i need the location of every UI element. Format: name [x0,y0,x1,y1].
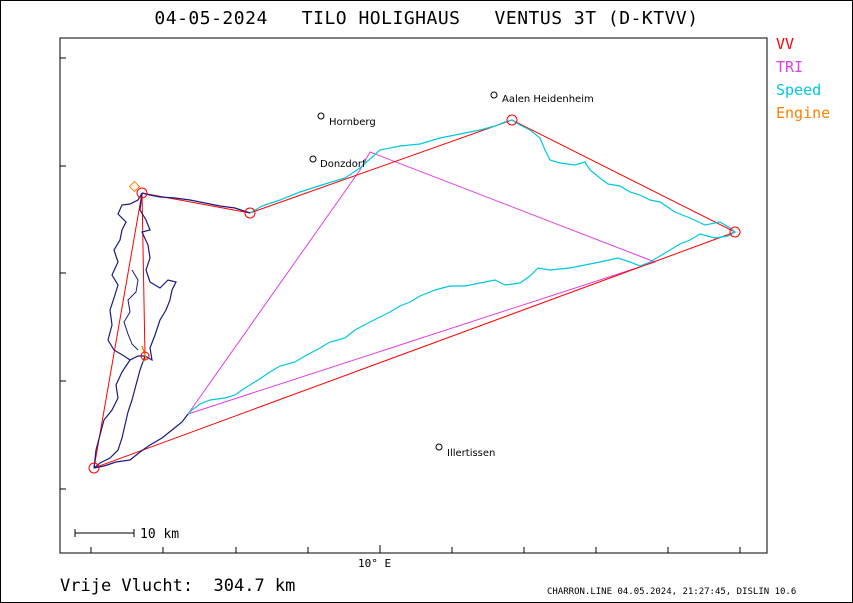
place-marker-donzdorf [309,155,317,163]
flight-track-south [93,355,189,469]
place-marker-hornberg [317,112,325,120]
place-label-donzdorf: Donzdorf [320,159,366,170]
distance-text: Vrije Vlucht: 304.7 km [60,576,296,596]
place-label-illertissen: Illertissen [447,448,495,459]
vv-line-local [141,192,146,357]
flight-track-inner [123,269,139,351]
place-label-aalen: Aalen Heidenheim [502,94,594,105]
engine-start-marker [128,180,141,193]
x-ticks [90,545,741,553]
scale-bar [74,529,135,537]
tri-line [187,151,657,415]
plot-frame [59,37,768,554]
speed-track [187,119,737,415]
credit-text: CHARRON.LINE 04.05.2024, 21:27:45, DISLI… [547,587,797,597]
x-tick-label: 10° E [358,557,392,570]
flight-track [141,192,251,214]
legend-item-tri: TRI [776,58,804,76]
place-marker-illertissen [435,443,443,451]
legend-item-vv: VV [776,35,795,53]
legend-item-speed: Speed [776,81,822,99]
y-ticks [60,57,66,490]
turnpoints [88,114,741,474]
legend-item-engine: Engine [776,104,831,122]
scale-bar-label: 10 km [140,527,179,542]
vv-line [93,119,737,469]
chart-title: 04-05-2024 TILO HOLIGHAUS VENTUS 3T (D-K… [154,8,699,29]
place-label-hornberg: Hornberg [329,117,376,128]
legend: VV TRI Speed Engine [776,33,830,125]
flight-track-west [93,359,131,469]
places [309,91,498,451]
place-marker-aalen [490,91,498,99]
